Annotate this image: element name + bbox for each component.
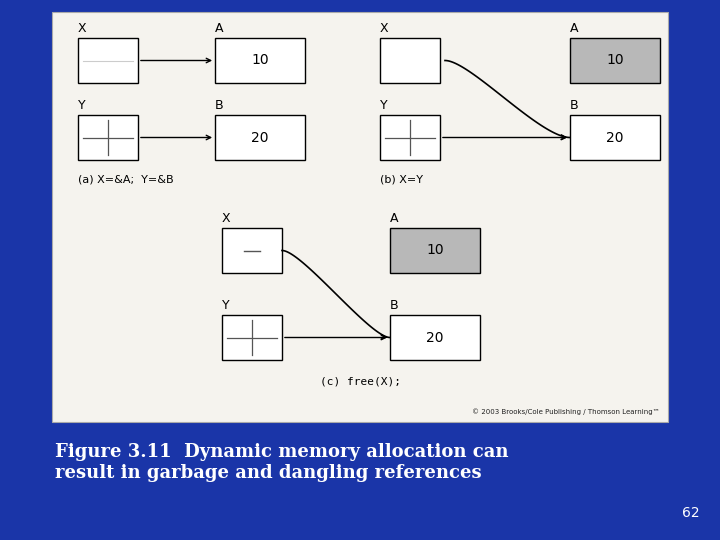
Bar	[570, 115, 660, 160]
Bar	[78, 38, 138, 83]
Text: Y: Y	[78, 99, 86, 112]
Text: X: X	[222, 212, 230, 225]
Text: Y: Y	[222, 299, 230, 312]
Text: B: B	[390, 299, 399, 312]
Text: © 2003 Brooks/Cole Publishing / Thomson Learning™: © 2003 Brooks/Cole Publishing / Thomson …	[472, 408, 660, 415]
Text: 10: 10	[426, 244, 444, 258]
Bar	[215, 115, 305, 160]
Bar	[390, 315, 480, 360]
Text: A: A	[390, 212, 398, 225]
Text: Figure 3.11  Dynamic memory allocation can
result in garbage and dangling refere: Figure 3.11 Dynamic memory allocation ca…	[55, 443, 508, 482]
Text: A: A	[215, 22, 223, 35]
Text: Y: Y	[380, 99, 387, 112]
Text: 10: 10	[606, 53, 624, 68]
Bar	[380, 115, 440, 160]
Text: X: X	[78, 22, 86, 35]
Bar	[215, 38, 305, 83]
Text: B: B	[215, 99, 224, 112]
Bar	[570, 38, 660, 83]
Text: X: X	[380, 22, 389, 35]
Text: 20: 20	[426, 330, 444, 345]
Text: 62: 62	[683, 506, 700, 520]
Text: (a) X=&A;  Y=&B: (a) X=&A; Y=&B	[78, 175, 174, 185]
Text: 20: 20	[606, 131, 624, 145]
Bar	[380, 38, 440, 83]
Bar	[78, 115, 138, 160]
Text: (c) free(X);: (c) free(X);	[320, 377, 400, 387]
Text: A: A	[570, 22, 578, 35]
Bar	[52, 12, 668, 422]
Text: 10: 10	[251, 53, 269, 68]
Bar	[222, 228, 282, 273]
Bar	[390, 228, 480, 273]
Bar	[222, 315, 282, 360]
Text: (b) X=Y: (b) X=Y	[380, 175, 423, 185]
Text: B: B	[570, 99, 579, 112]
Text: 20: 20	[251, 131, 269, 145]
